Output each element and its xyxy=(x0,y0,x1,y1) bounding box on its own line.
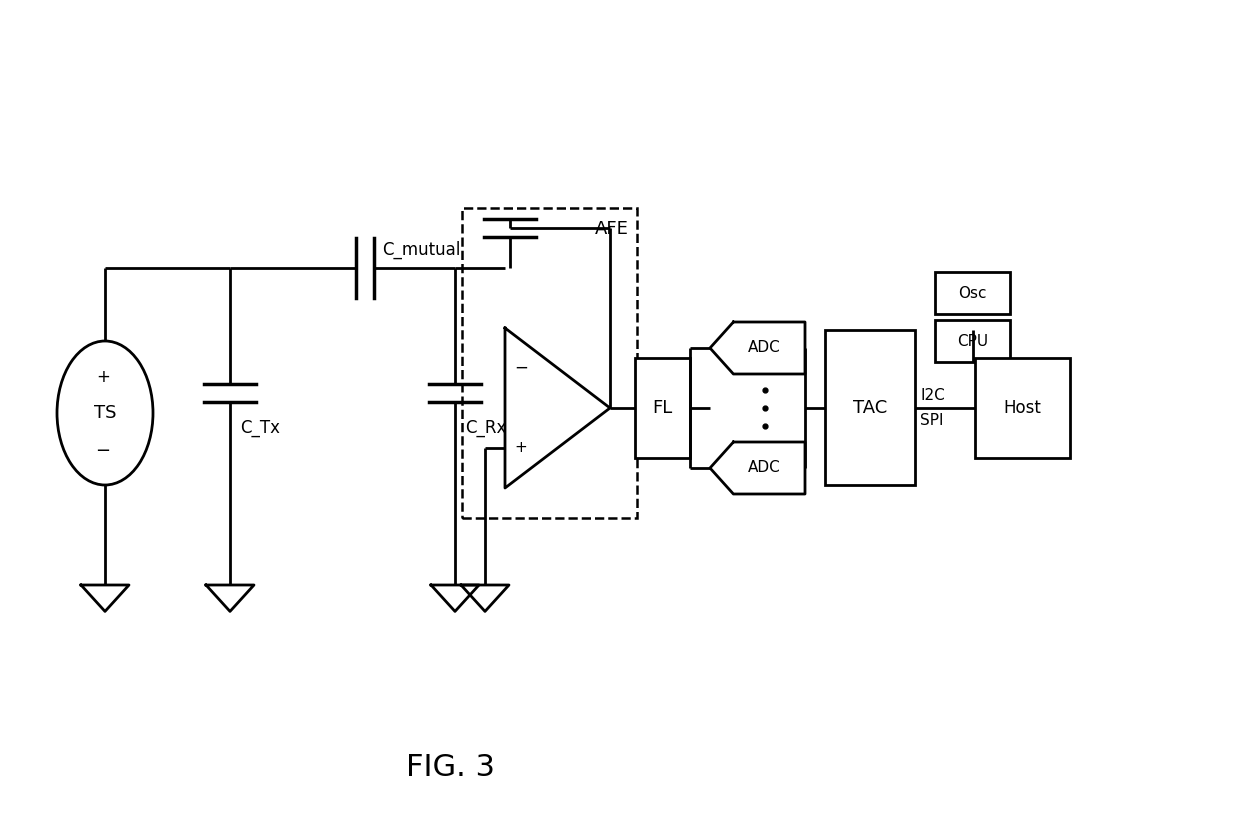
Bar xyxy=(635,358,689,458)
Text: −: − xyxy=(95,442,110,460)
Text: FIG. 3: FIG. 3 xyxy=(405,754,495,783)
Bar xyxy=(825,331,915,486)
Text: +: + xyxy=(95,368,110,386)
Text: ADC: ADC xyxy=(748,341,781,356)
Ellipse shape xyxy=(57,341,153,485)
Text: C_Tx: C_Tx xyxy=(241,419,280,437)
Text: ADC: ADC xyxy=(748,461,781,476)
Text: CPU: CPU xyxy=(957,333,988,348)
Text: C_mutual: C_mutual xyxy=(382,241,460,259)
Text: SPI: SPI xyxy=(920,413,944,429)
Text: TAC: TAC xyxy=(853,399,887,417)
Bar xyxy=(463,208,637,518)
Text: +: + xyxy=(515,440,527,455)
Bar xyxy=(975,358,1070,458)
Text: Host: Host xyxy=(1003,399,1042,417)
Bar xyxy=(935,320,1011,362)
Text: C_Rx: C_Rx xyxy=(465,419,506,437)
Bar xyxy=(935,272,1011,314)
Text: −: − xyxy=(515,359,528,377)
Text: AFE: AFE xyxy=(595,220,629,238)
Text: I2C: I2C xyxy=(920,388,945,402)
Text: Osc: Osc xyxy=(959,286,987,300)
Text: FL: FL xyxy=(652,399,672,417)
Text: TS: TS xyxy=(94,404,117,422)
